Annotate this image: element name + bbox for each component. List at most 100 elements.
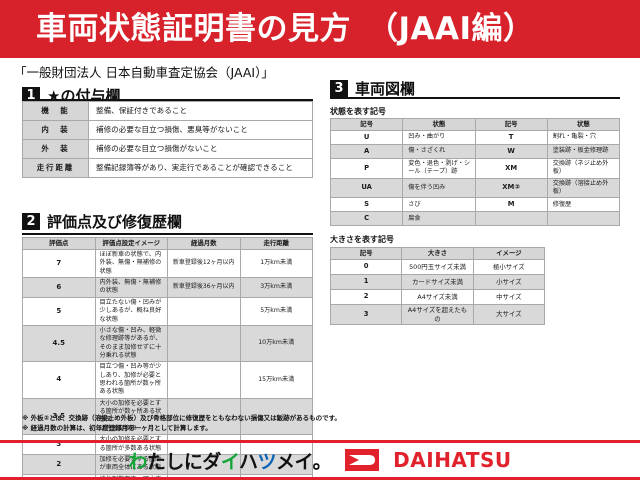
size-image-label: 中サイズ — [472, 289, 546, 305]
eval-point: 5 — [22, 296, 96, 326]
table-row: S さび M 修復歴 — [329, 197, 621, 213]
section-number-2: 2 — [22, 213, 40, 230]
size-code: 0 — [329, 259, 403, 275]
eval-description: ほぼ新車の状態で、内外装、無傷・無補修の状態 — [94, 248, 168, 279]
evaluation-points-body: 7 ほぼ新車の状態で、内外装、無傷・無補修の状態 新車登録後12ヶ月以内 1万km未満… — [22, 248, 313, 480]
symbol-state-right: 交換跡（溶接止め外板） — [546, 177, 621, 199]
size-col-header: 大きさ — [401, 247, 474, 260]
symbol-code-left: P — [329, 158, 404, 179]
size-image-label: 極小サイズ — [472, 259, 546, 275]
eval-months — [167, 453, 241, 475]
table-header-row: 記号 大きさ イメージ — [329, 247, 546, 260]
star-grant-table: 機 能整備、保証付きであること内 装補修の必要な目立つ損傷、悪臭等がないこと外 … — [22, 101, 313, 178]
section-title-3: 車両図欄 — [355, 80, 416, 98]
bottom-rule-bottom — [0, 477, 640, 480]
eval-col-header: 走行距離 — [239, 237, 313, 250]
eval-mileage: 5万km未満 — [239, 296, 313, 326]
eval-col-header: 評価点 — [22, 237, 96, 250]
symbol-state-right — [546, 211, 621, 227]
eval-description: 内外装、無傷・無補修の状態 — [94, 277, 168, 298]
table-row: 4.5 小さな傷・凹み、軽微な修理跡等があるが、 そのまま加修せずに十分乗れる状態 1… — [22, 324, 313, 363]
symbol-state-right: 割れ・亀裂・穴 — [546, 130, 621, 145]
star-row-key: 機 能 — [22, 101, 89, 121]
size-label: カードサイズ未満 — [401, 274, 474, 290]
symbol-state-left: 凹み・曲がり — [402, 130, 476, 145]
table-header-row: 評価点 評価点設定イメージ 経過月数 走行距離 — [22, 237, 313, 250]
table-row: 7 ほぼ新車の状態で、内外装、無傷・無補修の状態 新車登録後12ヶ月以内 1万km未満 — [22, 248, 313, 279]
eval-description: 大小の加修を必要とする箇所が数ヶ所ある状態又 は外板交換車 — [94, 397, 168, 436]
symbol-state-right: 塗装跡・板金修理跡 — [546, 144, 621, 159]
star-row-key: 走行距離 — [22, 158, 89, 178]
brand-tagline: わたしにダイハツメイ。 — [128, 447, 331, 474]
size-code: 1 — [329, 274, 403, 290]
table-row: 内 装補修の必要な目立つ損傷、悪臭等がないこと — [22, 120, 313, 140]
symbol-code-right: XM — [474, 158, 548, 179]
section-header-3: 3 車両図欄 — [330, 78, 415, 99]
eval-mileage: 1万km未満 — [239, 248, 313, 279]
size-image-label: 大サイズ — [472, 303, 546, 326]
size-col-header: 記号 — [329, 247, 403, 260]
symbol-state-right: 交換跡（ネジ止め外板） — [546, 158, 621, 179]
table-row: 5 目立たない傷・凹みが少しあるが、概ね良好な状態 5万km未満 — [22, 296, 313, 326]
evaluation-points-head: 評価点 評価点設定イメージ 経過月数 走行距離 — [22, 237, 313, 250]
size-code: 3 — [329, 303, 403, 326]
symbol-col-header: 状態 — [546, 118, 621, 131]
section-title-2: 評価点及び修復歴欄 — [47, 213, 183, 231]
eval-point: 4 — [22, 361, 96, 399]
size-label: A4サイズ未満 — [401, 289, 474, 305]
eval-months — [167, 397, 241, 436]
star-row-value: 補修の必要な目立つ損傷、悪臭等がないこと — [88, 120, 313, 140]
table-row: 6 内外装、無傷・無補修の状態 新車登録後36ヶ月以内 3万km未満 — [22, 277, 313, 298]
star-row-key: 外 装 — [22, 139, 89, 159]
symbol-code-left: A — [329, 144, 404, 159]
tagline-part: ダ — [202, 450, 221, 473]
tagline-part: たしに — [146, 450, 203, 473]
symbol-state-left: さび — [402, 197, 476, 213]
symbol-code-right — [474, 211, 548, 227]
eval-months — [167, 296, 241, 326]
eval-months: 新車登録後36ヶ月以内 — [167, 277, 241, 298]
section-rule-3 — [330, 97, 620, 99]
tagline-part: ハ — [239, 450, 258, 473]
eval-months — [167, 324, 241, 363]
association-line: 「一般財団法人 日本自動車査定協会（JAAI）」 — [14, 65, 274, 80]
table-row: 外 装補修の必要な目立つ損傷がないこと — [22, 139, 313, 159]
table-row: 2 A4サイズ未満 中サイズ — [329, 289, 546, 305]
eval-description: 目立つ傷・凹み等が少しあり、加修が必要と 思われる箇所が数ヶ所ある状態 — [94, 361, 168, 399]
table-row: 4 目立つ傷・凹み等が少しあり、加修が必要と 思われる箇所が数ヶ所ある状態 15万km… — [22, 361, 313, 399]
table-row: 1 カードサイズ未満 小サイズ — [329, 274, 546, 290]
symbol-col-header: 状態 — [402, 118, 476, 131]
state-symbol-body: U 凹み・曲がり T 割れ・亀裂・穴 A 傷・さざくれ W 塗装跡・板金修理跡 P 変色・退色・剥… — [329, 130, 621, 227]
eval-point: 2 — [22, 453, 96, 475]
table-row: 0 500円玉サイズ未満 極小サイズ — [329, 259, 546, 275]
symbol-state-left: 傷・さざくれ — [402, 144, 476, 159]
size-symbol-body: 0 500円玉サイズ未満 極小サイズ 1 カードサイズ未満 小サイズ 2 A4サイズ未満 中サイ… — [329, 259, 546, 326]
bottom-rule-top — [0, 440, 640, 443]
eval-mileage — [239, 453, 313, 475]
symbol-state-left: 腐食 — [402, 211, 476, 227]
size-table-caption: 大きさを表す記号 — [330, 235, 394, 244]
table-row: U 凹み・曲がり T 割れ・亀裂・穴 — [329, 130, 621, 145]
symbol-code-right: W — [474, 144, 548, 159]
table-row: 3 A4サイズを超えたもの 大サイズ — [329, 303, 546, 326]
symbol-code-left: C — [329, 211, 404, 227]
evaluation-points-table: 評価点 評価点設定イメージ 経過月数 走行距離 7 ほぼ新車の状態で、内外装、無傷・無補… — [22, 237, 313, 480]
symbol-code-right: M — [474, 197, 548, 213]
brand-strip: わたしにダイハツメイ。 DAIHATSU — [0, 443, 640, 477]
symbol-code-left: U — [329, 130, 404, 145]
symbol-state-left: 傷を伴う凹み — [402, 177, 476, 199]
symbol-state-right: 修復歴 — [546, 197, 621, 213]
table-row: 3.5 大小の加修を必要とする箇所が数ヶ所ある状態又 は外板交換車 — [22, 397, 313, 436]
tagline-part: メイ。 — [276, 450, 332, 473]
eval-col-header: 経過月数 — [167, 237, 241, 250]
footnote-2: ※ 経過月数の計算は、初年度登録月を一ヶ月として計算します。 — [22, 424, 212, 433]
symbol-code-left: UA — [329, 177, 404, 199]
size-code: 2 — [329, 289, 403, 305]
star-row-value: 補修の必要な目立つ損傷がないこと — [88, 139, 313, 159]
table-row: 3大小の加修を必要とする箇所が多数ある状態 — [22, 434, 313, 455]
eval-point: 3.5 — [22, 397, 96, 436]
eval-mileage: 3万km未満 — [239, 277, 313, 298]
tagline-part: ツ — [257, 450, 277, 473]
size-label: A4サイズを超えたもの — [401, 303, 474, 326]
